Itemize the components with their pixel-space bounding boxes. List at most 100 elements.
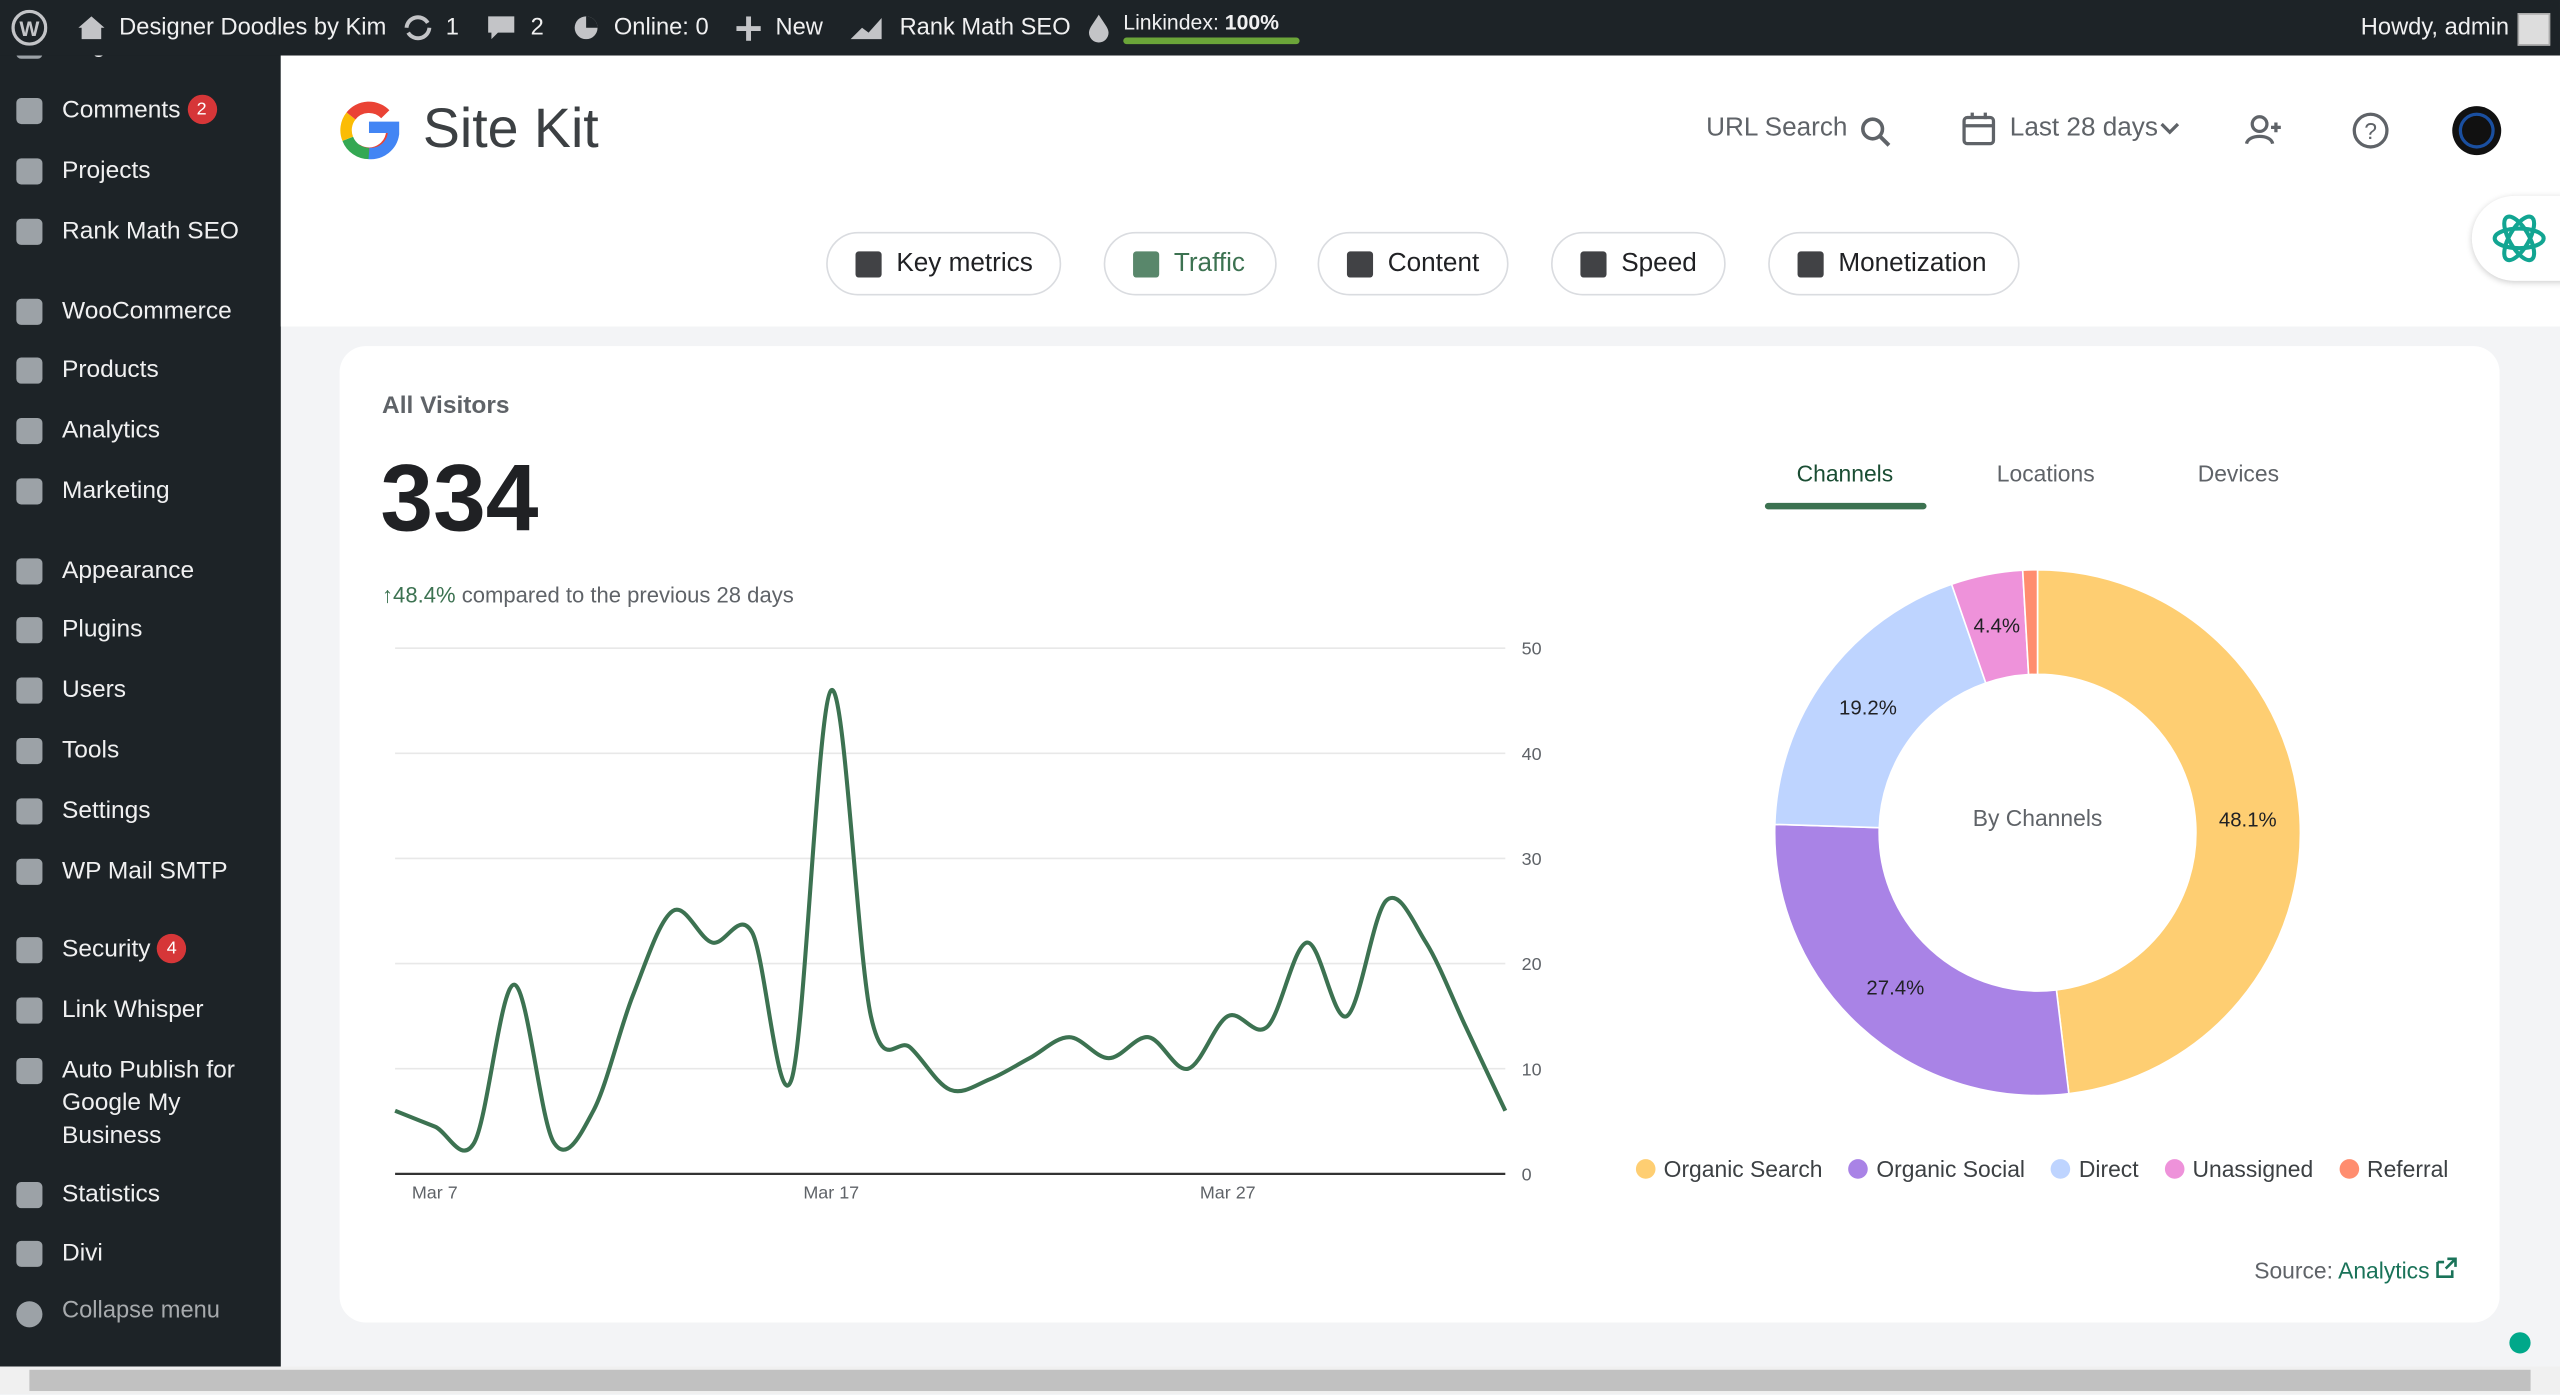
menu-item[interactable]: Link Whisper (62, 994, 204, 1027)
home-icon (78, 16, 105, 40)
wp-logo[interactable]: W (11, 9, 48, 46)
total-visitors: 334 (380, 445, 539, 552)
calendar-icon[interactable] (1961, 111, 1997, 147)
nav-tab[interactable]: Speed (1551, 231, 1726, 296)
admin-avatar[interactable] (2517, 13, 2551, 46)
menu-item[interactable]: Products (62, 354, 159, 387)
menu-item[interactable]: Rank Math SEO (62, 216, 239, 249)
source-label: Source: (2254, 1257, 2333, 1284)
menu-label: Statistics (62, 1180, 161, 1209)
search-icon[interactable] (1860, 116, 1893, 149)
menu-label: Appearance (62, 556, 195, 585)
menu-icon (16, 997, 43, 1024)
admin-bar: W Designer Doodles by Kim 1 2 Online: 0 … (0, 0, 2560, 56)
url-search[interactable]: URL Search (1706, 114, 1848, 143)
svg-text:?: ? (2364, 118, 2377, 144)
menu-icon (16, 158, 43, 185)
legend-item[interactable]: Organic Social (1848, 1155, 2026, 1183)
updates-count[interactable]: 1 (445, 14, 459, 41)
svg-text:W: W (19, 18, 39, 41)
comparison: compared to the previous 28 days (461, 582, 794, 608)
legend-item[interactable]: Referral (2339, 1156, 2448, 1182)
menu-item[interactable]: Security 4 (62, 933, 187, 967)
google-logo (340, 101, 400, 160)
nav-tab[interactable]: Key metrics (826, 231, 1062, 296)
product-name: Site Kit (422, 97, 599, 160)
rank-math-link[interactable]: Rank Math SEO (899, 14, 1071, 41)
menu-item[interactable]: Projects (62, 155, 150, 188)
tab-icon (1346, 251, 1374, 278)
menu-label: Plugins (62, 615, 143, 644)
new-link[interactable]: New (775, 14, 823, 41)
greeting[interactable]: Howdy, admin (2360, 14, 2510, 41)
user-add-icon[interactable] (2244, 113, 2284, 149)
tab-icon (1580, 251, 1607, 278)
legend-label: Organic Search (1663, 1155, 1823, 1183)
user-avatar[interactable] (2451, 104, 2503, 156)
menu-label: Marketing (62, 476, 170, 505)
assistant-button[interactable] (2471, 195, 2560, 281)
menu-item[interactable]: Comments 2 (62, 94, 217, 128)
chevron[interactable] (2158, 121, 2181, 137)
source: Source: Analytics (2254, 1257, 2457, 1283)
source-link[interactable]: Analytics (2338, 1257, 2430, 1284)
assistant-icon (2492, 214, 2546, 263)
pie-tab[interactable]: Locations (1996, 460, 2095, 487)
menu-icon (16, 1240, 43, 1267)
menu-icon (16, 558, 43, 585)
menu-icon (16, 937, 43, 964)
scrollbar-thumb[interactable] (29, 1369, 2531, 1392)
nav-tab[interactable]: Monetization (1768, 231, 2020, 296)
menu-item[interactable]: Marketing (62, 475, 170, 508)
comments-icon (488, 16, 515, 40)
menu-label: Security (62, 935, 151, 964)
menu-icon (16, 858, 43, 885)
tab-icon (1133, 251, 1160, 278)
site-name[interactable]: Designer Doodles by Kim (119, 14, 387, 41)
legend-item[interactable]: Organic Search (1635, 1155, 1823, 1183)
menu-icon (16, 677, 43, 704)
menu-label: Settings (62, 796, 151, 825)
admin-sidebar: PagesComments2ProjectsRank Math SEOWooCo… (0, 0, 281, 1367)
legend-label: Organic Social (1876, 1155, 2026, 1183)
legend-item[interactable]: Unassigned (2164, 1156, 2313, 1182)
menu-item[interactable]: WooCommerce (62, 296, 232, 329)
menu-label: Users (62, 675, 126, 704)
rank-math-icon (850, 17, 882, 40)
collapse-menu[interactable]: Collapse menu (62, 1297, 220, 1325)
menu-icon (16, 218, 43, 245)
linkindex-value: 100% (1224, 9, 1280, 35)
tab-label: Traffic (1173, 249, 1245, 278)
online-status[interactable]: Online: 0 (613, 14, 709, 41)
menu-item[interactable]: WP Mail SMTP (62, 856, 228, 889)
menu-item[interactable]: Plugins (62, 614, 142, 647)
card-title: All Visitors (382, 391, 510, 420)
menu-item[interactable]: Settings (62, 795, 150, 828)
menu-label: Divi (62, 1239, 103, 1267)
menu-item[interactable]: Tools (62, 735, 119, 768)
menu-icon (16, 97, 43, 125)
help-icon[interactable]: ? (2351, 111, 2390, 150)
menu-icon (16, 737, 43, 765)
nav-tab[interactable]: Traffic (1103, 231, 1277, 296)
menu-item[interactable]: Users (62, 674, 126, 707)
comments-count[interactable]: 2 (530, 14, 544, 41)
date-range[interactable]: Last 28 days (2009, 114, 2158, 143)
tab-label: Key metrics (896, 249, 1033, 278)
menu-label: WooCommerce (62, 297, 232, 325)
menu-icon (16, 617, 43, 644)
pie-tab[interactable]: Channels (1796, 460, 1894, 487)
nav-tab[interactable]: Content (1317, 231, 1509, 296)
menu-item[interactable]: Appearance (62, 555, 194, 588)
pie-tab[interactable]: Devices (2197, 460, 2280, 487)
legend-swatch (1848, 1159, 1869, 1179)
menu-item[interactable]: Statistics (62, 1179, 160, 1212)
linkindex[interactable]: Linkindex: 100% (1123, 10, 1279, 34)
external-icon (2436, 1257, 2457, 1279)
menu-item[interactable]: Divi (62, 1238, 103, 1271)
scrollbar[interactable] (0, 1366, 2560, 1395)
legend-item[interactable]: Direct (2051, 1156, 2139, 1182)
menu-item[interactable]: Auto Publish for Google My Business (62, 1055, 266, 1153)
menu-item[interactable]: Analytics (62, 415, 160, 448)
